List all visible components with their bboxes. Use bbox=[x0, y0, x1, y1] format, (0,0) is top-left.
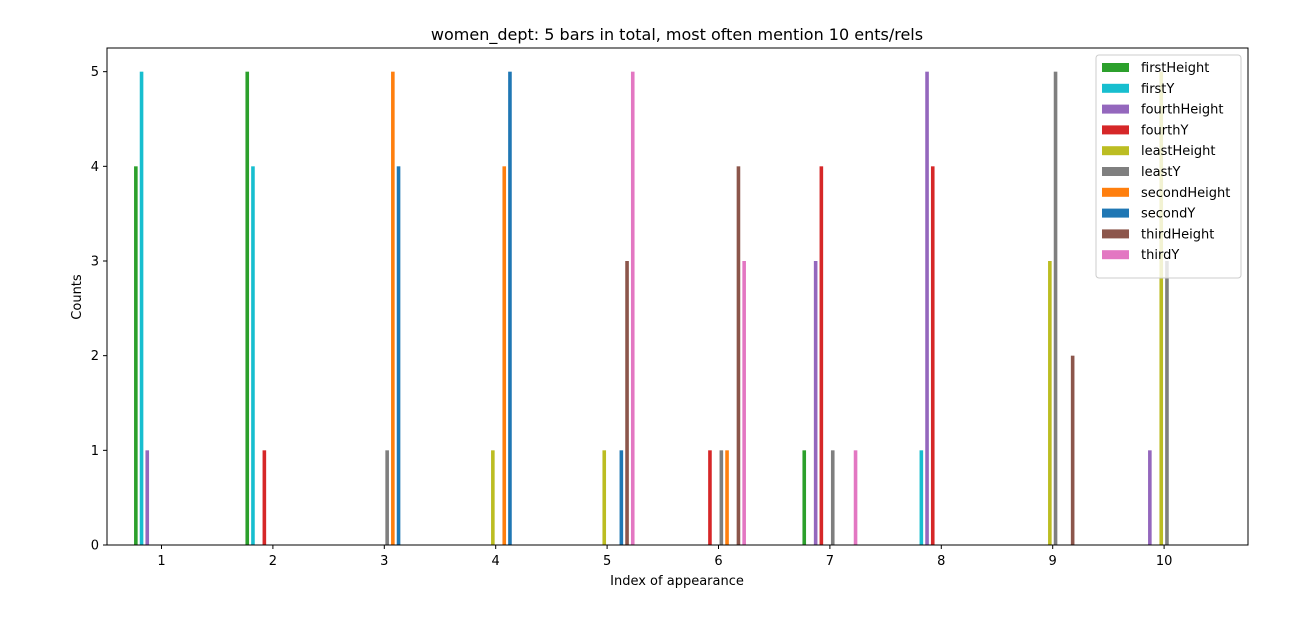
bar-fourthY-8 bbox=[930, 166, 935, 545]
legend-swatch-secondY bbox=[1102, 208, 1129, 218]
bar-thirdY-5 bbox=[630, 71, 635, 546]
x-tick-label: 9 bbox=[1049, 554, 1057, 569]
legend-label-leastHeight: leastHeight bbox=[1141, 144, 1215, 159]
bar-thirdY-6 bbox=[742, 261, 746, 545]
bar-leastY-7 bbox=[830, 450, 835, 545]
bar-firstY-2 bbox=[251, 166, 255, 545]
legend-swatch-fourthHeight bbox=[1102, 104, 1129, 114]
legend-label-fourthY: fourthY bbox=[1141, 123, 1188, 138]
bar-leastY-3 bbox=[385, 450, 389, 545]
x-tick-label: 2 bbox=[269, 554, 277, 569]
bar-fourthHeight-10 bbox=[1148, 450, 1152, 545]
legend-label-thirdY: thirdY bbox=[1141, 248, 1179, 263]
y-tick-label: 2 bbox=[91, 349, 99, 364]
legend-box bbox=[1095, 54, 1242, 279]
bar-leastHeight-4 bbox=[491, 450, 495, 545]
bar-firstY-1 bbox=[139, 71, 144, 546]
bar-leastY-9 bbox=[1053, 71, 1058, 546]
y-axis-label: Counts bbox=[70, 274, 85, 320]
bar-thirdY-7 bbox=[853, 450, 858, 545]
x-axis: 1 2 3 4 5 6 7 8 9 10 bbox=[157, 545, 1172, 569]
legend-label-secondY: secondY bbox=[1141, 207, 1195, 222]
legend-swatch-leastHeight bbox=[1102, 146, 1129, 156]
x-tick-label: 1 bbox=[157, 554, 165, 569]
bar-leastHeight-10 bbox=[1159, 71, 1164, 546]
bar-leastHeight-5 bbox=[602, 450, 607, 545]
bar-fourthY-6 bbox=[708, 450, 712, 545]
legend-swatch-thirdHeight bbox=[1102, 229, 1129, 239]
x-tick-label: 7 bbox=[826, 554, 834, 569]
y-tick-label: 4 bbox=[91, 160, 99, 175]
legend: firstHeight firstY fourthHeight fourthY leas… bbox=[1095, 54, 1242, 279]
bar-fourthHeight-8 bbox=[925, 71, 929, 546]
bar-secondHeight-6 bbox=[725, 450, 729, 545]
bar-fourthY-2 bbox=[262, 450, 267, 545]
legend-swatch-fourthY bbox=[1102, 125, 1129, 135]
legend-label-fourthHeight: fourthHeight bbox=[1141, 103, 1223, 118]
plot-frame bbox=[106, 47, 1249, 546]
bar-thirdHeight-6 bbox=[736, 166, 741, 545]
legend-label-secondHeight: secondHeight bbox=[1141, 186, 1230, 201]
bar-firstHeight-7 bbox=[802, 450, 807, 545]
legend-swatch-firstHeight bbox=[1102, 63, 1129, 72]
legend-label-thirdHeight: thirdHeight bbox=[1141, 227, 1214, 242]
bar-firstHeight-2 bbox=[245, 71, 250, 546]
bar-fourthY-7 bbox=[819, 166, 824, 545]
legend-swatch-firstY bbox=[1102, 83, 1129, 93]
bar-leastHeight-9 bbox=[1048, 261, 1052, 545]
legend-label-leastY: leastY bbox=[1141, 165, 1180, 180]
x-tick-label: 8 bbox=[937, 554, 945, 569]
x-tick-label: 6 bbox=[714, 554, 722, 569]
x-tick-label: 4 bbox=[492, 554, 500, 569]
legend-swatch-thirdY bbox=[1102, 250, 1129, 260]
x-tick-label: 3 bbox=[380, 554, 388, 569]
bar-thirdHeight-9 bbox=[1070, 355, 1075, 545]
legend-label-firstHeight: firstHeight bbox=[1141, 61, 1209, 76]
bar-fourthHeight-7 bbox=[813, 261, 818, 545]
y-tick-label: 3 bbox=[91, 255, 99, 270]
y-axis: 0 1 2 3 4 5 bbox=[91, 65, 107, 554]
bar-secondHeight-4 bbox=[502, 166, 507, 545]
chart-title: women_dept: 5 bars in total, most often … bbox=[431, 25, 923, 45]
bar-secondHeight-3 bbox=[391, 71, 395, 546]
bar-firstHeight-1 bbox=[134, 166, 138, 545]
bar-secondY-4 bbox=[508, 71, 512, 546]
bar-leastY-10 bbox=[1165, 261, 1169, 545]
x-tick-label: 5 bbox=[603, 554, 611, 569]
bar-secondY-3 bbox=[396, 166, 401, 545]
bar-secondY-5 bbox=[619, 450, 624, 545]
y-tick-label: 5 bbox=[91, 65, 99, 80]
legend-swatch-leastY bbox=[1102, 167, 1129, 176]
y-tick-label: 1 bbox=[91, 444, 99, 459]
plot-area bbox=[134, 71, 1169, 546]
bar-fourthHeight-1 bbox=[145, 450, 150, 545]
bar-firstY-8 bbox=[919, 450, 924, 545]
bar-leastY-6 bbox=[719, 450, 724, 545]
legend-label-firstY: firstY bbox=[1141, 82, 1174, 97]
x-tick-label: 10 bbox=[1156, 554, 1173, 569]
bar-thirdHeight-5 bbox=[625, 261, 629, 545]
x-axis-label: Index of appearance bbox=[610, 574, 744, 589]
legend-swatch-secondHeight bbox=[1102, 187, 1129, 197]
y-tick-label: 0 bbox=[91, 539, 99, 554]
